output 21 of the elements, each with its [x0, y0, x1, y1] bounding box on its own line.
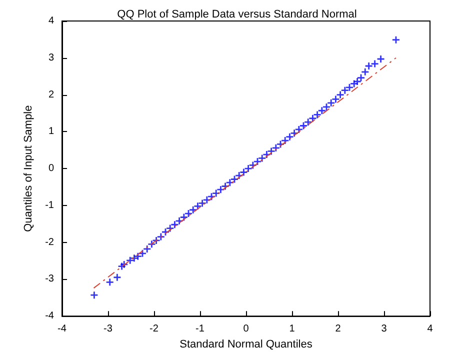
y-tick-label: -3 [45, 274, 54, 285]
x-tick-label: 4 [427, 324, 434, 335]
y-tick-label: 1 [48, 126, 54, 138]
y-tick-label: 3 [48, 52, 54, 64]
y-axis-title: Quantiles of Input Sample [22, 105, 35, 232]
x-tick-label: 2 [335, 324, 342, 335]
x-tick-label: -3 [104, 324, 113, 335]
y-tick-label: -1 [45, 200, 54, 211]
y-tick-label: 4 [48, 16, 54, 26]
y-tick-label: -2 [45, 236, 54, 248]
x-tick-label: -2 [150, 324, 159, 335]
chart-title: QQ Plot of Sample Data versus Standard Normal [117, 8, 357, 20]
y-tick-label: 0 [48, 163, 54, 174]
x-axis-title: Standard Normal Quantiles [180, 338, 313, 350]
x-tick-label: -4 [58, 324, 67, 335]
y-tick-label: -4 [45, 310, 54, 322]
y-tick-label: 2 [48, 89, 54, 100]
x-tick-label: 1 [289, 324, 296, 335]
x-tick-label: -1 [196, 324, 205, 335]
x-tick-label: 0 [243, 324, 250, 335]
x-tick-label: 3 [381, 324, 388, 335]
